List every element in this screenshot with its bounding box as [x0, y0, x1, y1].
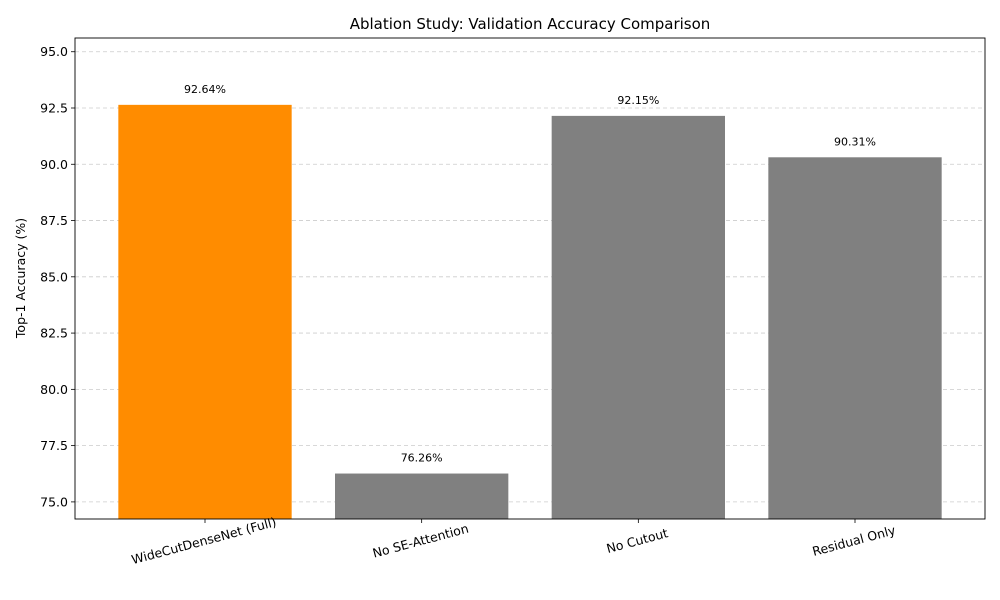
y-axis-label: Top-1 Accuracy (%)	[13, 218, 28, 339]
plot-frame	[74, 37, 986, 520]
data-label: 92.64%	[184, 83, 226, 96]
data-label: 90.31%	[834, 135, 876, 148]
y-tick-label: 90.0	[40, 157, 68, 172]
y-tick-label: 80.0	[40, 382, 68, 397]
bar	[768, 157, 942, 519]
y-tick-label: 77.5	[40, 438, 68, 453]
data-label: 76.26%	[401, 452, 443, 465]
y-tick-label: 92.5	[40, 101, 68, 116]
y-tick-label: 82.5	[40, 326, 68, 341]
x-tick-label: WideCutDenseNet (Full)	[130, 514, 278, 567]
x-tick-label: Residual Only	[811, 522, 898, 559]
chart-title: Ablation Study: Validation Accuracy Comp…	[350, 15, 711, 33]
y-tick-label: 75.0	[40, 494, 68, 509]
data-label: 92.15%	[617, 94, 659, 107]
bar	[551, 115, 725, 520]
data-labels: 92.64% 76.26% 92.15% 90.31%	[184, 83, 876, 465]
y-tick-label: 95.0	[40, 44, 68, 59]
y-tick-label: 87.5	[40, 213, 68, 228]
bar	[335, 473, 509, 519]
bar	[118, 104, 292, 520]
bars	[118, 104, 942, 520]
x-tick-label: No Cutout	[605, 525, 670, 556]
y-tick-label: 85.0	[40, 269, 68, 284]
x-tick-label: No SE-Attention	[371, 521, 470, 561]
